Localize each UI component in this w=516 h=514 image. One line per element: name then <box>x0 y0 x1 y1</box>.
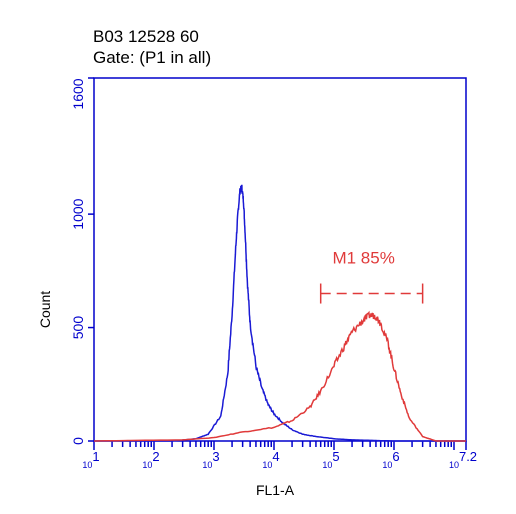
x-tick-label: 104 <box>262 449 279 470</box>
red-histogram-line <box>93 310 466 442</box>
x-tick-label: 106 <box>382 449 399 470</box>
y-tick-label: 1600 <box>70 78 86 109</box>
gate-marker-label: M1 85% <box>332 249 394 268</box>
x-tick-label: 105 <box>322 449 339 470</box>
x-tick-label: 103 <box>202 449 219 470</box>
blue-histogram-line <box>94 184 466 442</box>
plot-frame <box>93 77 467 442</box>
x-tick-label: 101 <box>82 449 99 470</box>
x-tick-label: 107.2 <box>449 449 477 470</box>
y-tick-label: 0 <box>70 437 86 445</box>
x-tick-label: 102 <box>142 449 159 470</box>
y-tick-label: 1000 <box>70 198 86 229</box>
chart-title-line-2: Gate: (P1 in all) <box>93 48 212 67</box>
chart-title-line-1: B03 12528 60 <box>93 27 199 46</box>
x-axis-label: FL1-A <box>256 482 295 498</box>
y-tick-label: 500 <box>70 316 86 340</box>
y-axis-label: Count <box>37 291 53 328</box>
